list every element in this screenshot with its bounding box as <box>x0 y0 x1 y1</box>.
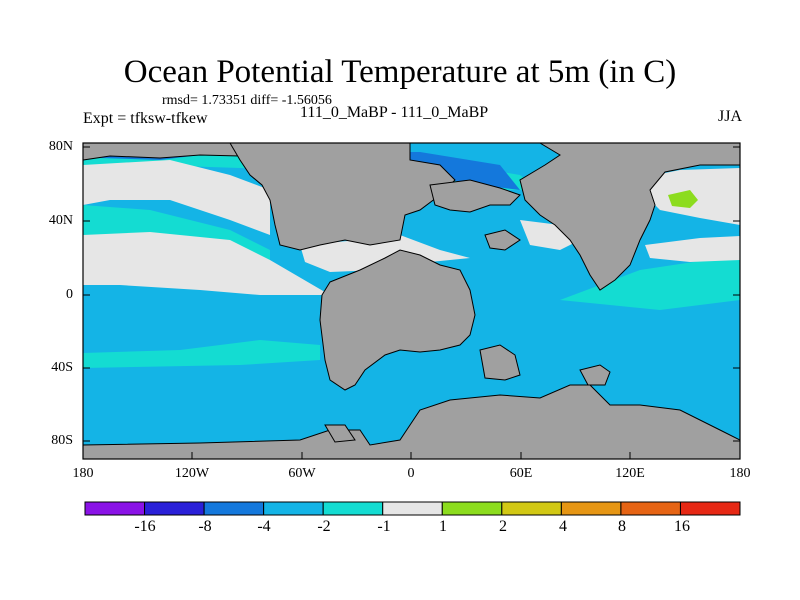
neutral-east-2 <box>645 236 740 262</box>
colorbar-label: -2 <box>317 518 331 535</box>
colorbar-swatch <box>679 501 741 516</box>
subtitle: 111_0_MaBP - 111_0_MaBP <box>300 104 489 121</box>
stats-text: rmsd= 1.73351 diff= -1.56056 <box>162 93 332 108</box>
colorbar-label: 2 <box>499 518 507 535</box>
colorbar-swatch <box>144 501 205 516</box>
land-north-america <box>229 142 456 251</box>
x-tick-label: 0 <box>407 466 415 481</box>
land-islands <box>484 229 521 251</box>
experiment-label: Expt = tfksw-tfkew <box>83 110 208 127</box>
land-group <box>82 142 741 460</box>
x-tick-label: 180 <box>72 466 94 481</box>
colorbar-label: -4 <box>257 518 271 535</box>
y-tick-label: 40N <box>48 213 73 228</box>
x-ticks <box>82 452 741 459</box>
x-tick-label: 180 <box>729 466 751 481</box>
neutral-mid <box>520 220 580 250</box>
warm-patch <box>668 190 698 208</box>
colorbar-swatch <box>382 501 443 516</box>
x-tick-label: 60E <box>509 466 533 481</box>
y-tick-label: 80N <box>48 139 73 154</box>
ocean-cyan-band-south <box>83 340 320 368</box>
page-title: Ocean Potential Temperature at 5m (in C) <box>123 54 677 90</box>
x-tick-label: 60W <box>288 466 316 481</box>
x-tick-label: 120W <box>174 466 210 481</box>
colorbar-swatch <box>441 501 503 516</box>
y-tick-label: 80S <box>51 433 73 448</box>
colorbar-swatch <box>263 501 324 516</box>
colorbar-swatch <box>84 501 146 516</box>
colorbar-swatch <box>322 501 384 516</box>
land-south-america-africa <box>319 249 476 391</box>
x-tick-label: 120E <box>615 466 645 481</box>
land-eurasia <box>519 142 741 291</box>
y-tick-label: 40S <box>51 360 73 375</box>
land-antarctic-peninsula <box>324 424 356 443</box>
neutral-tethys <box>300 235 470 272</box>
colorbar-label: -1 <box>377 518 391 535</box>
colorbar-swatch <box>560 501 622 516</box>
y-tick-label: 0 <box>66 287 73 302</box>
colorbar-swatch <box>203 501 265 516</box>
land-europe <box>429 179 521 213</box>
colorbar-label: 1 <box>439 518 447 535</box>
colorbar <box>84 501 741 516</box>
y-ticks <box>83 146 740 442</box>
ocean-cyan-band-east <box>560 255 740 310</box>
colorbar-label: -8 <box>198 518 212 535</box>
season-label: JJA <box>717 108 742 125</box>
neutral-north-pacific-2 <box>83 232 330 295</box>
land-india <box>479 344 521 381</box>
colorbar-label: 4 <box>559 518 567 535</box>
neutral-north-pacific <box>83 160 270 235</box>
colorbar-label: -16 <box>134 518 156 535</box>
colorbar-swatch <box>501 501 562 516</box>
colorbar-label: 16 <box>674 518 690 535</box>
colorbar-swatch <box>620 501 681 516</box>
land-australia <box>579 364 611 386</box>
colorbar-label: 8 <box>618 518 626 535</box>
